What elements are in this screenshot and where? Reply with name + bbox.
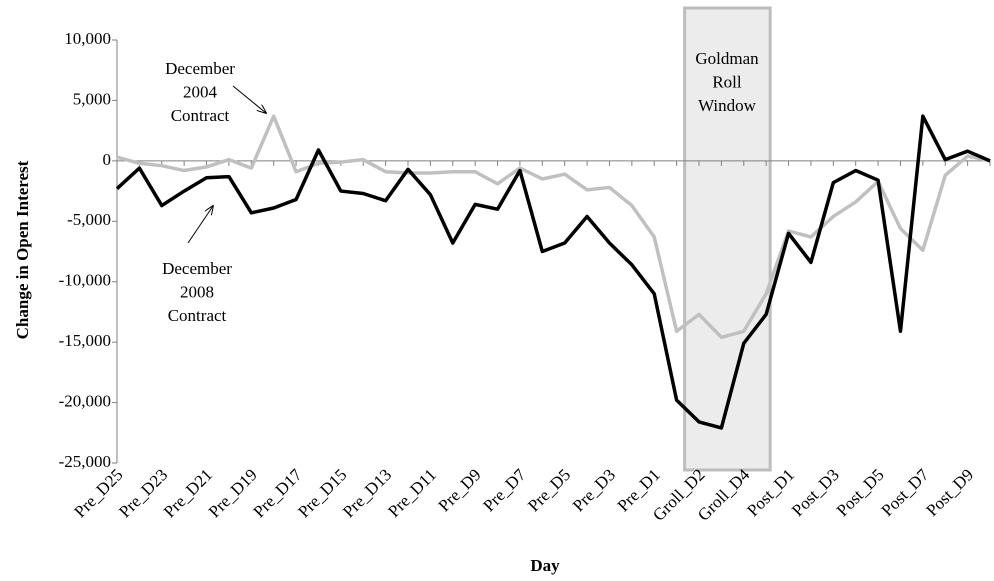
y-tick-label: 10,000: [64, 29, 111, 48]
y-tick-label: -25,000: [59, 452, 111, 471]
x-tick-label: Pre_D25: [70, 465, 126, 521]
x-tick-label: Pre_D19: [205, 465, 261, 521]
series-line: [115, 114, 991, 430]
annotation: Contract: [168, 306, 227, 325]
annotation: December: [165, 59, 235, 78]
x-tick-label: Pre_D11: [384, 465, 440, 521]
y-tick-label: 0: [103, 150, 112, 169]
x-tick-label: Pre_D7: [479, 465, 530, 516]
x-tick-label: Post_D3: [788, 465, 843, 520]
y-tick-label: -15,000: [59, 331, 111, 350]
y-tick-label: -10,000: [59, 271, 111, 290]
arrow: [232, 85, 266, 113]
x-tick-label: Post_D5: [833, 465, 888, 520]
annotation: 2008: [180, 282, 214, 301]
roll-window: [683, 6, 772, 472]
annotation: Roll: [712, 72, 742, 91]
x-tick-label: Pre_D5: [524, 465, 574, 515]
annotation: Contract: [171, 106, 230, 125]
x-tick-label: Post_D9: [922, 465, 977, 520]
x-tick-label: Pre_D21: [160, 465, 216, 521]
annotation: 2004: [183, 82, 218, 101]
y-tick-label: -5,000: [67, 210, 111, 229]
x-tick-label: Pre_D3: [569, 465, 619, 515]
x-tick-label: Pre_D17: [249, 465, 306, 522]
annotation: Window: [698, 96, 757, 115]
x-tick-label: Pre_D9: [435, 465, 485, 515]
x-axis-title: Day: [530, 556, 560, 575]
x-tick-label: Post_D1: [743, 465, 798, 520]
x-tick-label: Post_D7: [878, 465, 933, 520]
annotation: Goldman: [695, 49, 759, 68]
y-tick-label: -20,000: [59, 391, 111, 410]
y-axis-title: Change in Open Interest: [13, 160, 32, 339]
x-tick-label: Pre_D23: [115, 465, 171, 521]
y-tick-label: 5,000: [73, 89, 111, 108]
x-tick-label: Pre_D13: [339, 465, 395, 521]
arrow: [187, 206, 213, 244]
series-line: [116, 114, 991, 340]
x-tick-label: Pre_D15: [294, 465, 350, 521]
annotation: December: [162, 259, 232, 278]
